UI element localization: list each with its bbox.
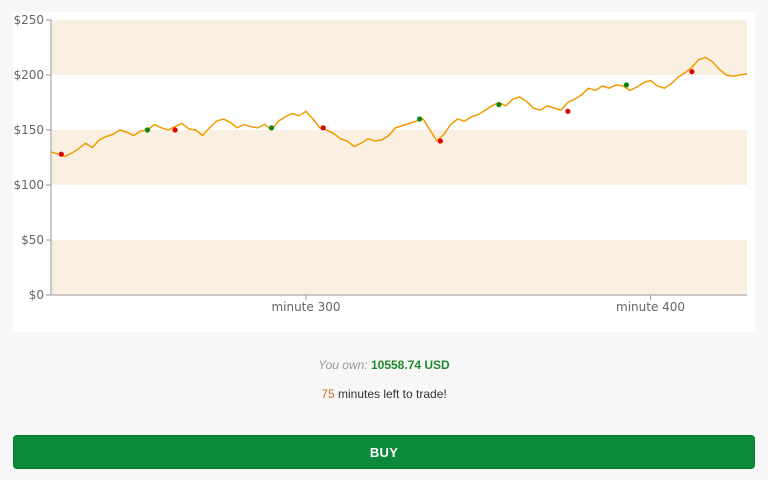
price-chart: $0 $50 $100 $150 $200 $250 minute 300 minute 4…: [13, 13, 748, 314]
x-axis-ticks: minute 300 minute 400: [271, 295, 685, 314]
minutes-left-count: 75: [321, 387, 335, 401]
y-tick-label: $0: [29, 288, 44, 302]
y-tick-label: $250: [13, 13, 44, 27]
y-tick-label: $50: [21, 233, 44, 247]
trade-marker: [565, 108, 571, 114]
owned-value: 10558.74 USD: [370, 358, 450, 372]
trade-marker: [623, 82, 630, 88]
buy-button[interactable]: BUY: [13, 435, 755, 469]
trade-marker: [437, 138, 443, 144]
x-tick-label: minute 300: [271, 300, 340, 314]
trade-marker: [172, 127, 178, 133]
owned-label: You own:: [318, 358, 368, 372]
chart-bands: [51, 20, 747, 295]
trade-marker: [320, 125, 326, 131]
y-tick-label: $100: [13, 178, 44, 192]
minutes-left-text: minutes left to trade!: [337, 387, 447, 401]
chart-band: [51, 130, 747, 185]
price-line: [50, 56, 748, 158]
price-chart-panel: $0 $50 $100 $150 $200 $250 minute 300 minute 4…: [13, 12, 755, 332]
trade-marker: [689, 69, 695, 75]
owned-balance: You own: 10558.74 USD: [0, 358, 768, 372]
trade-marker: [417, 116, 423, 122]
trade-marker: [58, 151, 64, 157]
y-axis-ticks: $0 $50 $100 $150 $200 $250: [13, 13, 51, 302]
y-tick-label: $200: [13, 68, 44, 82]
trade-marker: [144, 127, 151, 133]
trade-marker: [268, 125, 275, 131]
chart-band: [51, 20, 747, 75]
trade-marker: [496, 102, 502, 108]
trade-markers: [58, 69, 695, 157]
chart-band: [51, 240, 747, 295]
x-tick-label: minute 400: [616, 300, 685, 314]
y-tick-label: $150: [13, 123, 44, 137]
chart-axes: [50, 20, 747, 296]
time-remaining: 75 minutes left to trade!: [0, 387, 768, 401]
